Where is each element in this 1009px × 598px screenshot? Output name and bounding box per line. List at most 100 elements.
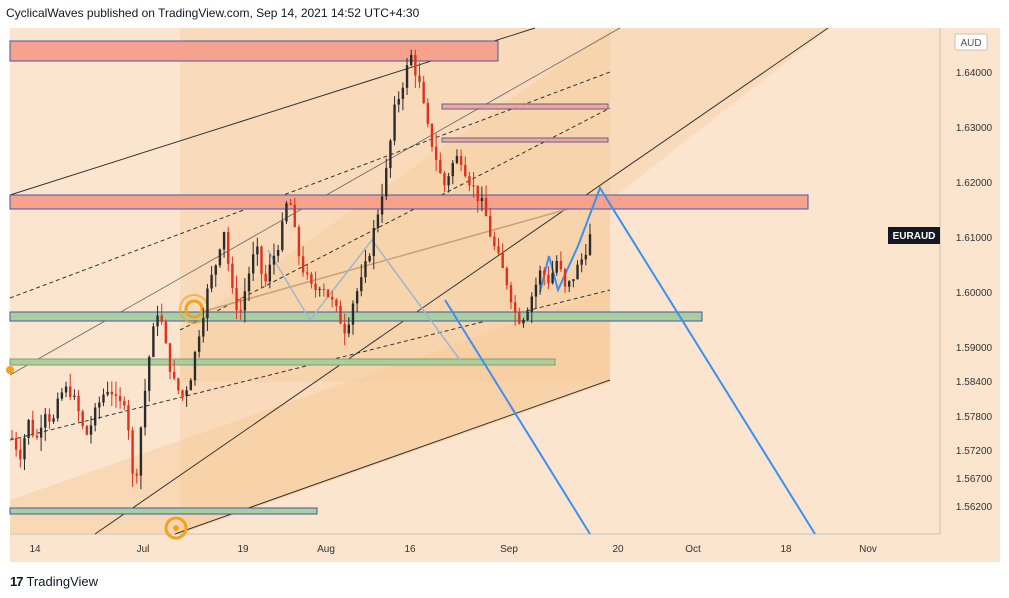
candle-body [405,65,409,88]
candle-body [289,203,292,205]
candle-body [160,315,163,322]
candle-body [493,236,496,247]
candle-body [489,216,492,237]
candle-body [127,405,130,431]
candle-body [168,343,172,372]
candle-body [60,392,64,399]
publish-header: CyclicalWaves published on TradingView.c… [6,6,420,20]
candle-body [559,260,563,270]
time-tick-label: 16 [404,544,416,555]
currency-button[interactable]: AUD [954,33,988,51]
candle-body [501,253,504,269]
candle-body [385,168,388,197]
candle-body [318,288,321,290]
candle-body [351,303,355,325]
candle-body [451,162,454,177]
candle-body [123,401,126,406]
candle-body [276,249,280,256]
currency-label: AUD [960,38,981,49]
candle-body [139,427,143,476]
candle-body [243,291,247,311]
candle-body [193,351,197,381]
historical-zigzag [267,238,461,361]
time-tick-label: 19 [237,544,249,555]
candle-body [306,272,309,275]
candle-body [56,398,59,419]
candle-body [372,228,375,257]
price-chart[interactable]: 1.64000 1.63000 1.62000 1.61000 1.60000 1.590… [0,0,1009,570]
supply-zone-1 [441,103,609,110]
candle-body [118,395,122,402]
candle-body [214,265,217,275]
candle-body [185,390,188,397]
candle-body [106,391,109,395]
price-tick-label: 1.62000 [956,178,993,189]
candle-body [143,390,147,428]
candle-body [77,395,80,412]
candle-body [197,336,201,352]
price-tick-label: 1.56700 [956,474,993,485]
price-tick-label: 1.63000 [956,123,993,134]
price-tick-label: 1.61000 [956,233,993,244]
candle-body [459,156,463,166]
candle-body [480,198,484,202]
candle-body [576,264,579,280]
candle-body [247,273,251,292]
price-tick-label: 1.64000 [956,68,993,79]
candle-body [347,324,351,334]
candle-body [355,291,359,304]
candle-body [222,232,226,250]
candle-body [572,279,575,282]
candle-body [447,176,450,186]
price-tick-label: 1.59000 [956,343,993,354]
symbol-label: EURAUD [893,231,936,242]
candle-body [534,284,538,297]
footer-brand[interactable]: 17 TradingView [10,572,98,590]
candle-body [114,394,118,396]
time-tick-label: Nov [859,544,877,555]
candle-body [73,395,76,397]
candle-body [455,156,459,163]
time-tick-label: Sep [500,544,518,555]
candle-body [297,227,301,257]
candle-body [472,185,475,187]
projection-path [539,185,816,535]
candle-body [172,371,176,379]
candle-body [397,98,400,105]
candle-body [426,103,430,124]
candle-body [555,260,558,273]
time-tick-label: Aug [317,544,335,555]
candle-body [131,430,134,474]
candle-body [202,318,205,337]
candle-body [235,287,238,311]
candle-body [14,437,18,450]
lower-channel-line [94,27,829,535]
time-tick-label: 18 [780,544,792,555]
candle-body [31,419,34,436]
candle-body [439,159,442,174]
candle-body [468,176,471,186]
candle-body [538,270,542,285]
channel-shading-upper [180,30,610,534]
time-tick-label: Oct [685,544,701,555]
candle-body [35,435,39,438]
candle-body [102,394,105,403]
candle-body [189,380,193,391]
candle-body [272,255,276,265]
dashed-median-3 [179,107,611,331]
candle-body [110,391,113,395]
demand-zone-main [9,311,703,322]
time-tick-label: 20 [612,544,624,555]
candle-body [430,123,434,147]
price-tick-label: 1.60000 [956,288,993,299]
candle-body [93,407,97,426]
price-tick-label: 1.57200 [956,446,993,457]
candle-body [181,390,184,397]
candle-body [69,386,72,397]
candle-body [23,437,26,460]
candle-body [264,273,267,282]
supply-zone-2 [441,137,609,143]
price-tick-label: 1.56200 [956,502,993,513]
candle-body [343,323,346,334]
candle-body [335,299,338,306]
